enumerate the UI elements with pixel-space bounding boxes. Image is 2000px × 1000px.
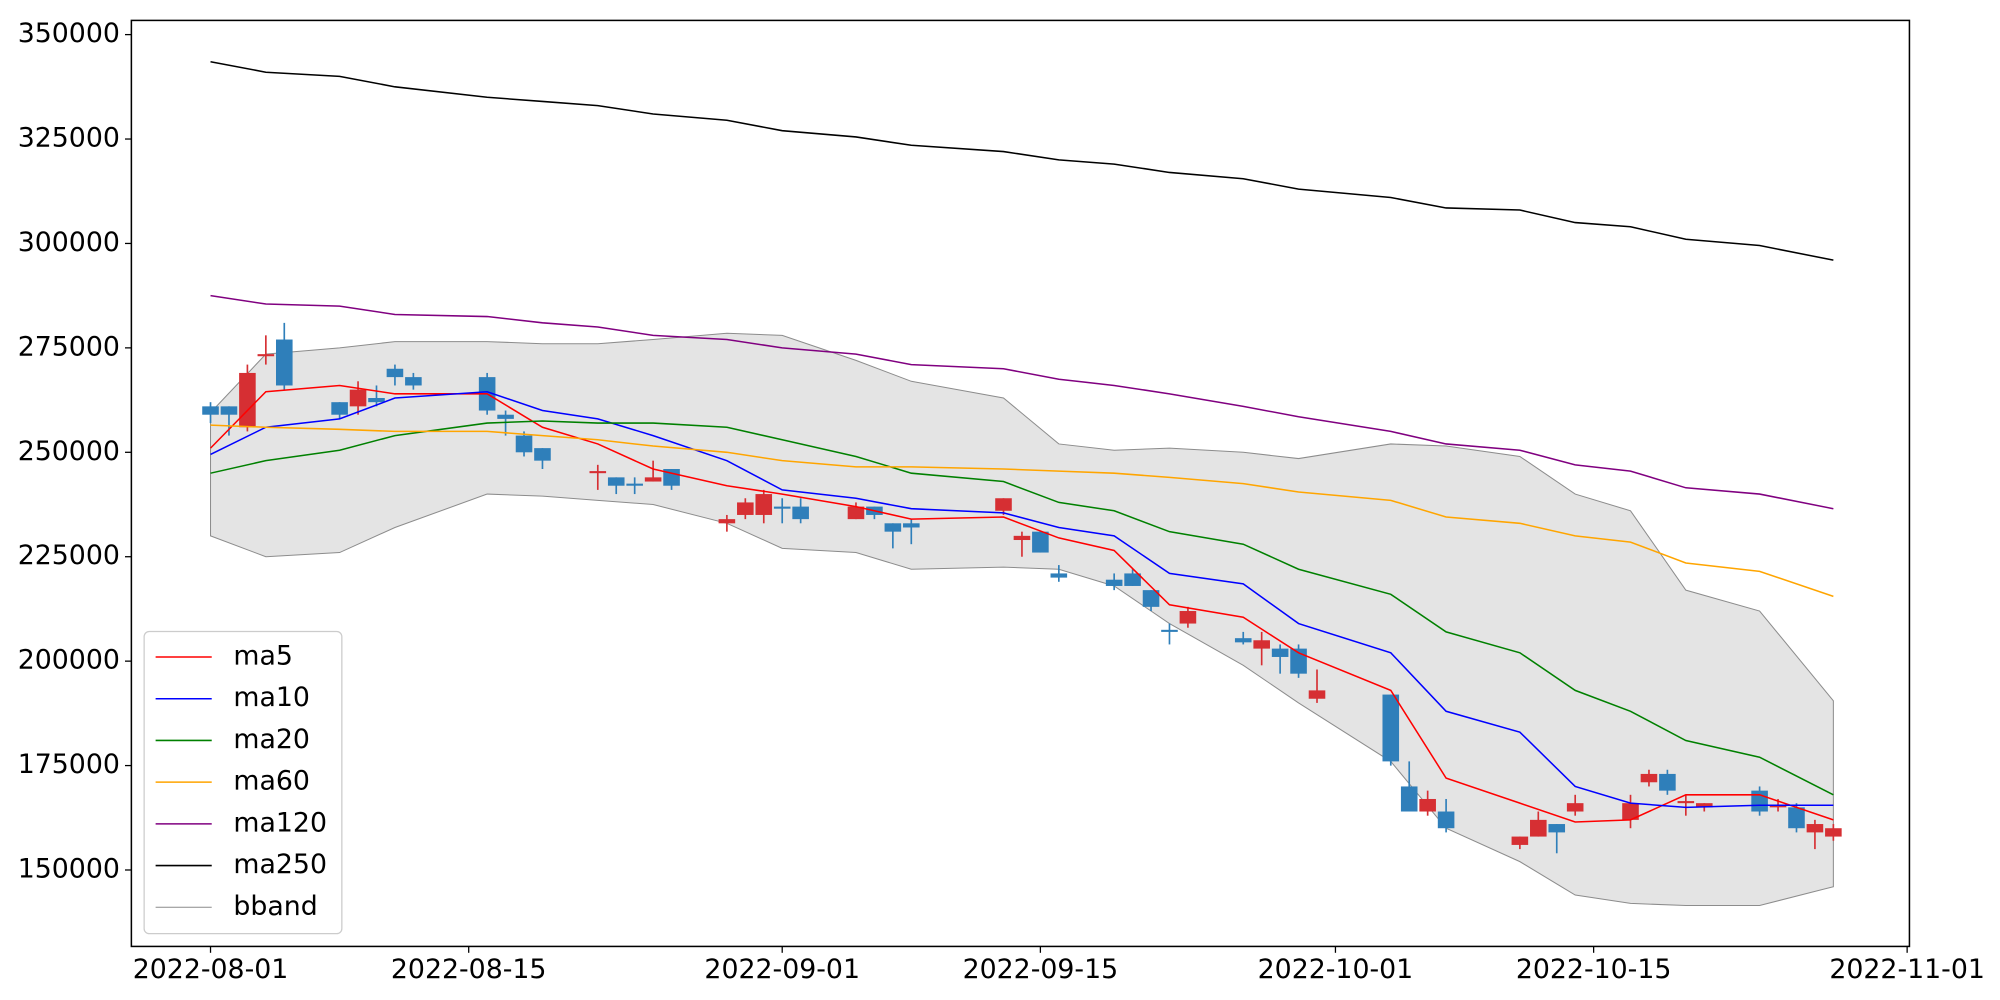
candle-body — [1253, 640, 1270, 649]
candle-body — [1308, 690, 1326, 699]
y-tick-label: 225000 — [18, 540, 120, 571]
ma-line — [210, 294, 1834, 510]
candle-body — [1566, 803, 1584, 812]
candle-body — [239, 372, 256, 428]
legend-box — [143, 630, 343, 935]
candle-body — [589, 471, 607, 474]
candle-body — [1105, 579, 1123, 586]
candle-body — [331, 402, 348, 415]
candle-body — [995, 498, 1012, 511]
y-tick-label: 300000 — [18, 227, 120, 258]
candle-body — [1013, 535, 1031, 541]
x-tick-label: 2022-11-01 — [1829, 954, 1985, 985]
x-tick-label: 2022-10-01 — [1258, 954, 1414, 985]
ma-line — [210, 420, 1834, 796]
candle-body — [626, 483, 643, 486]
candle-body — [349, 389, 367, 407]
candle-body — [1419, 798, 1436, 812]
candle-body — [405, 377, 422, 386]
y-tick-label: 175000 — [18, 749, 120, 780]
candle-body — [847, 506, 865, 520]
y-tick-label: 325000 — [18, 123, 120, 154]
ma-line — [210, 390, 1834, 809]
candle-body — [1179, 611, 1197, 624]
candle-body — [1530, 819, 1547, 837]
y-tick-label: 275000 — [18, 331, 120, 362]
bband-area — [210, 332, 1834, 907]
legend-label: ma120 — [233, 807, 327, 838]
x-tick-label: 2022-09-15 — [963, 954, 1119, 985]
candle-body — [515, 435, 533, 453]
candle-body — [755, 494, 773, 515]
legend-label: ma60 — [233, 766, 310, 797]
candle-body — [1271, 648, 1289, 657]
legend-label: ma250 — [233, 849, 327, 880]
x-tick-label: 2022-08-15 — [391, 954, 547, 985]
ma-line — [209, 384, 1834, 823]
candle-body — [1695, 803, 1713, 808]
candle-body — [1769, 805, 1787, 808]
candle-body — [1124, 573, 1141, 586]
y-tick-label: 150000 — [18, 853, 120, 884]
candle-body — [737, 502, 754, 515]
ma-line — [210, 424, 1834, 598]
candle-body — [1437, 811, 1455, 829]
candle-body — [220, 406, 238, 415]
candle-body — [1161, 629, 1178, 632]
candle-body — [663, 469, 680, 486]
candle-body — [718, 519, 736, 524]
candle-body — [368, 398, 385, 403]
plot-frame — [130, 19, 1911, 948]
x-tick-label: 2022-09-01 — [704, 954, 860, 985]
candle-body — [257, 354, 275, 357]
legend: ma5 ma10 ma20 ma60 ma120 ma250 bband — [143, 630, 343, 935]
candle-body — [497, 414, 514, 419]
candle-body — [644, 477, 662, 482]
candle-body — [1400, 786, 1418, 812]
candle-body — [1825, 828, 1842, 837]
y-tick-label: 350000 — [18, 18, 120, 49]
candle-body — [1382, 694, 1400, 762]
x-tick-label: 2022-10-15 — [1516, 954, 1672, 985]
candle-body — [884, 523, 902, 532]
candle-body — [1751, 790, 1768, 812]
candle-body — [607, 477, 625, 486]
x-tick-label: 2022-08-01 — [133, 954, 289, 985]
legend-label: bband — [233, 891, 317, 922]
ma-line — [210, 61, 1834, 261]
candle-body — [1806, 824, 1824, 833]
legend-label: ma20 — [233, 724, 310, 755]
candle-body — [1032, 531, 1049, 553]
candle-body — [1788, 807, 1805, 829]
candle-body — [1677, 801, 1695, 804]
candle-body — [202, 406, 219, 415]
candle-body — [534, 448, 551, 461]
candle-body — [1640, 773, 1658, 783]
candle-body — [275, 339, 293, 386]
candle-body — [1511, 836, 1529, 845]
y-tick-label: 200000 — [18, 645, 120, 676]
candle-body — [386, 368, 404, 378]
legend-label: ma10 — [233, 682, 310, 713]
candle-body — [1234, 638, 1252, 643]
candle-body — [1142, 590, 1160, 607]
candle-body — [903, 523, 920, 528]
candle-body — [1050, 573, 1068, 578]
candle-body — [773, 506, 791, 509]
candle-body — [1659, 773, 1676, 791]
candle-body — [1622, 803, 1639, 820]
y-tick-label: 250000 — [18, 436, 120, 467]
legend-label: ma5 — [233, 641, 293, 672]
candle-body — [1548, 824, 1566, 833]
candle-body — [792, 506, 809, 520]
